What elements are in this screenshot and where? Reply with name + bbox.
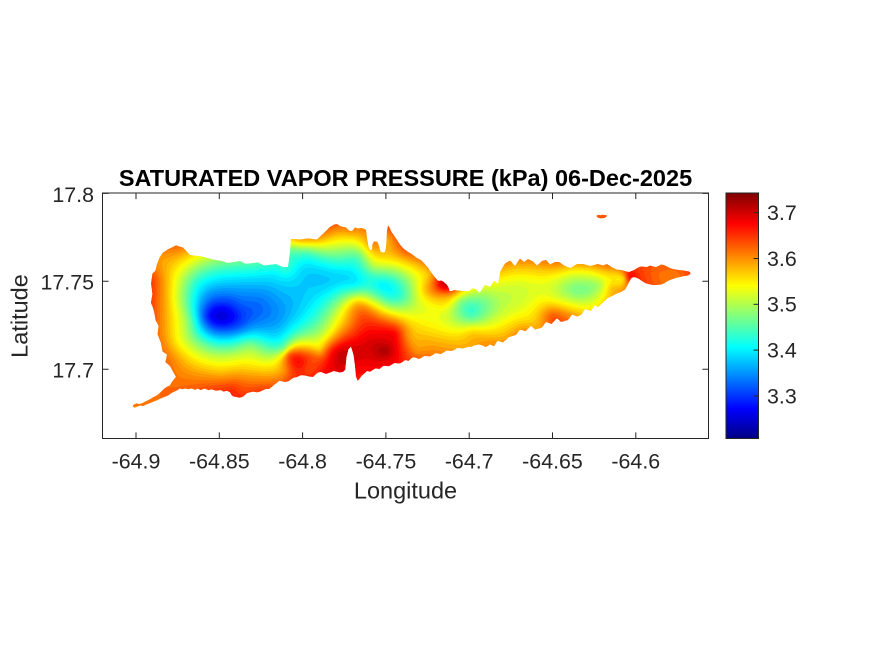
svg-text:SATURATED VAPOR PRESSURE (kPa): SATURATED VAPOR PRESSURE (kPa) 06-Dec-20… xyxy=(119,165,692,191)
svg-text:-64.85: -64.85 xyxy=(189,449,250,473)
svg-text:Longitude: Longitude xyxy=(354,478,457,504)
svg-text:-64.65: -64.65 xyxy=(522,449,583,473)
svg-text:17.8: 17.8 xyxy=(52,183,94,207)
svg-text:17.7: 17.7 xyxy=(52,359,94,383)
svg-text:3.6: 3.6 xyxy=(767,247,797,271)
svg-text:-64.8: -64.8 xyxy=(278,449,327,473)
svg-text:3.5: 3.5 xyxy=(767,293,797,317)
svg-text:-64.75: -64.75 xyxy=(356,449,417,473)
svg-text:-64.7: -64.7 xyxy=(445,449,494,473)
svg-text:3.3: 3.3 xyxy=(767,384,797,408)
svg-text:3.4: 3.4 xyxy=(767,339,797,363)
svg-text:3.7: 3.7 xyxy=(767,201,797,225)
svg-text:-64.9: -64.9 xyxy=(112,449,161,473)
svg-text:17.75: 17.75 xyxy=(40,271,94,295)
svg-text:Latitude: Latitude xyxy=(7,274,33,358)
svg-text:-64.6: -64.6 xyxy=(611,449,660,473)
